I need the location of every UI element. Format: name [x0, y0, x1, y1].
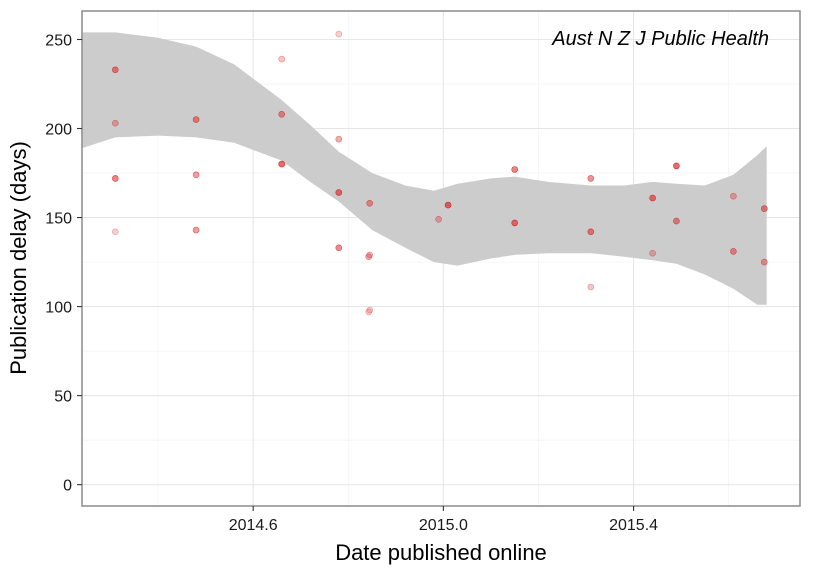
y-tick-label: 200: [45, 122, 72, 139]
x-axis: 2014.6 2015.0 2015.4: [229, 506, 658, 534]
data-point: [192, 116, 200, 123]
data-point: [673, 217, 680, 225]
data-point: [365, 308, 373, 316]
x-tick-label: 2015.0: [419, 517, 468, 534]
data-point: [587, 175, 595, 182]
data-point: [112, 119, 119, 127]
data-point: [587, 228, 595, 236]
data-point: [192, 226, 200, 234]
data-point: [192, 171, 200, 179]
data-point: [366, 251, 374, 259]
data-point: [278, 55, 286, 63]
data-point: [649, 194, 656, 202]
data-point: [112, 66, 119, 74]
data-point: [760, 258, 768, 266]
data-point: [435, 216, 442, 223]
data-point: [365, 253, 373, 261]
x-axis-title: Date published online: [335, 540, 547, 565]
y-axis: 0 50 100 150 200 250: [45, 32, 82, 495]
smooth-confidence-band: [82, 32, 767, 305]
data-point: [511, 166, 519, 173]
data-point: [649, 249, 656, 257]
data-point: [730, 192, 737, 200]
data-point: [112, 228, 119, 236]
data-point: [112, 175, 119, 182]
y-tick-label: 250: [45, 32, 72, 49]
data-point: [335, 189, 343, 196]
data-point: [335, 30, 343, 38]
data-point: [760, 205, 768, 212]
y-tick-label: 0: [63, 478, 72, 495]
x-tick-label: 2015.4: [609, 517, 658, 534]
data-point: [335, 135, 343, 143]
y-tick-label: 150: [45, 211, 72, 228]
data-point: [278, 111, 286, 118]
data-point: [366, 306, 374, 314]
data-point: [335, 244, 343, 252]
data-point: [673, 162, 680, 170]
y-axis-title: Publication delay (days): [6, 141, 31, 375]
y-tick-label: 50: [54, 389, 72, 406]
data-point: [366, 200, 374, 207]
data-point: [587, 283, 595, 291]
y-tick-label: 100: [45, 300, 72, 317]
panel-annotation: Aust N Z J Public Health: [551, 28, 769, 50]
data-point: [511, 219, 519, 227]
x-tick-label: 2014.6: [229, 517, 278, 534]
data-point: [730, 248, 737, 255]
data-point: [444, 201, 452, 209]
plot-panel-border: [81, 10, 801, 507]
data-points: [112, 30, 768, 316]
data-point: [278, 160, 286, 168]
